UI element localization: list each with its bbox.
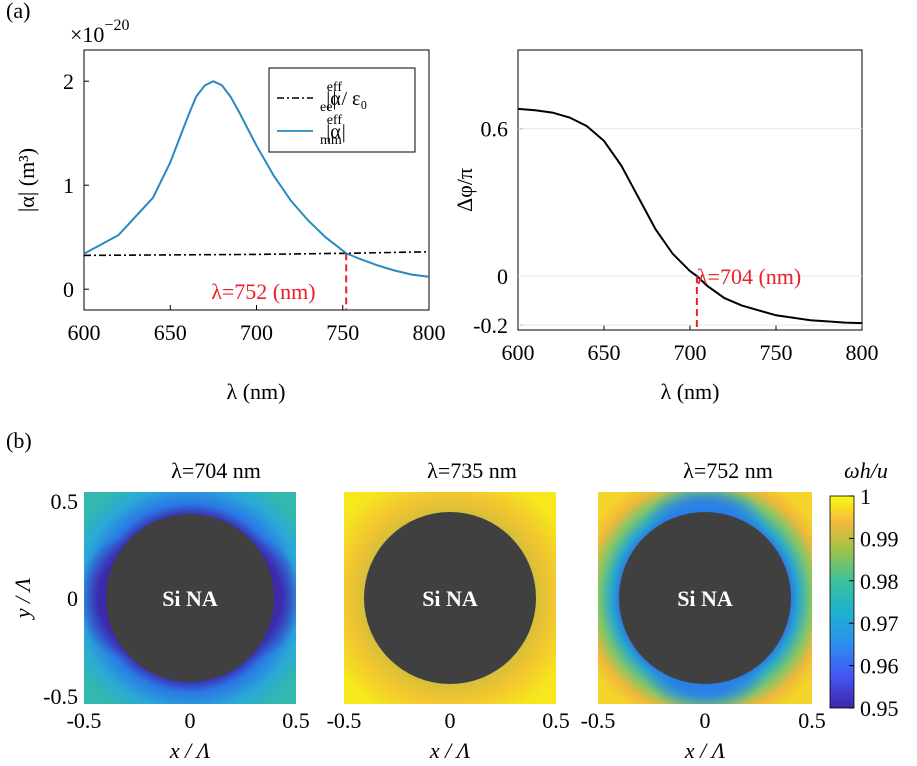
x-tick-label-2-4: 800: [846, 340, 879, 365]
heatmap-735: [344, 492, 556, 704]
heatmap-704: [84, 492, 296, 704]
x-tick-1-mid: 0: [185, 708, 196, 733]
colorbar-label: ωh/u: [844, 458, 888, 483]
x-tick-label-2-0: 600: [502, 340, 535, 365]
x-tick-label-1-0: 600: [68, 320, 101, 345]
x-axis-label-2: λ (nm): [661, 379, 720, 404]
y-tick-label-2-1: 0: [497, 264, 508, 289]
heatmap-title-735: λ=735 nm: [427, 458, 517, 483]
y-tick-label-2-2: 0.6: [481, 117, 509, 142]
colorbar-tick-label-2: 0.98: [860, 569, 899, 594]
colorbar-tick-label-1: 0.99: [860, 526, 899, 551]
x-tick-3-left: -0.5: [581, 708, 616, 733]
particle-label-752: Si NA: [677, 586, 733, 611]
x-tick-2-left: -0.5: [327, 708, 362, 733]
x-tick-3-right: 0.5: [798, 708, 826, 733]
series-lines-2: [517, 107, 863, 325]
series-line-1-1: [83, 80, 430, 278]
annotation-704: λ=704 (nm): [697, 264, 801, 289]
y-tick-top: 0.5: [51, 489, 79, 514]
particle-label-704: Si NA: [162, 586, 218, 611]
x-tick-label-1-3: 750: [326, 320, 359, 345]
series-line-2-0: [517, 107, 863, 325]
exponent-label: ×10−20: [70, 17, 129, 47]
si-particle-752: [619, 512, 791, 684]
y-tick-label-1-2: 2: [63, 69, 74, 94]
x-tick-label-1-2: 700: [240, 320, 273, 345]
heatmap-title-752: λ=752 nm: [683, 458, 773, 483]
x-tick-2-mid: 0: [445, 708, 456, 733]
si-particle-704: [106, 514, 274, 682]
x-tick-label-2-3: 750: [760, 340, 793, 365]
legend-entry-ee: |αeff ee| / ε₀: [320, 80, 367, 115]
heatmap-x-label-2: x / Λ: [429, 738, 471, 763]
colorbar-tick-label-0: 1: [860, 484, 871, 509]
y-axis-label-2: Δφ/π: [452, 168, 477, 212]
x-tick-label-2-1: 650: [588, 340, 621, 365]
y-tick-mid: 0: [67, 586, 78, 611]
annotation-752: λ=752 (nm): [211, 279, 315, 304]
colorbar-ticks: 1 0.99 0.98 0.97 0.96 0.95: [849, 484, 899, 721]
y-tick-label-1-1: 1: [63, 173, 74, 198]
heatmap-x-label-3: x / Λ: [684, 738, 726, 763]
x-tick-3-mid: 0: [700, 708, 711, 733]
y-tick-label-1-0: 0: [63, 277, 74, 302]
colorbar: [829, 495, 855, 709]
series-line-1-0: [83, 251, 430, 257]
legend-entry-mm: |αeff mm|: [320, 113, 346, 148]
colorbar-tick-label-5: 0.95: [860, 696, 899, 721]
x-tick-label-1-4: 800: [413, 320, 446, 345]
heatmap-title-704: λ=704 nm: [171, 458, 261, 483]
y-axis-label-1: |α| (m³): [14, 148, 39, 212]
legend: |αeff ee| / ε₀ |αeff mm|: [268, 67, 416, 153]
x-tick-label-1-1: 650: [154, 320, 187, 345]
heatmap-x-label-1: x / Λ: [169, 738, 211, 763]
legend-box: [268, 67, 416, 153]
panel-label-a: (a): [6, 0, 30, 23]
x-axis-label-1: λ (nm): [227, 379, 286, 404]
heatmap-y-label: y / Λ: [10, 577, 35, 620]
colorbar-tick-label-4: 0.96: [860, 654, 899, 679]
y-tick-bottom: -0.5: [43, 684, 78, 709]
tick-labels-1: 600 650 700 750 800 0 1 2: [63, 69, 446, 345]
chart-phase: 600 650 700 750 800-0.200.6 λ=704 (nm) Δφ/π …: [452, 49, 879, 404]
heatmap-panel: λ=704 nm λ=735 nm λ=752 nm Si NA Si NA S…: [10, 458, 899, 763]
plot-frame-2: [517, 49, 863, 331]
colorbar-tick-label-3: 0.97: [860, 611, 899, 636]
y-tick-label-2-0: -0.2: [473, 313, 508, 338]
x-tick-label-2-2: 700: [674, 340, 707, 365]
particle-label-735: Si NA: [422, 586, 478, 611]
panel-label-b: (b): [6, 428, 32, 453]
tick-labels-2: 600 650 700 750 800 -0.2 0 0.6: [473, 117, 878, 365]
x-tick-2-right: 0.5: [542, 708, 570, 733]
x-tick-1-left: -0.5: [67, 708, 102, 733]
chart-polarizability: ×10−20 600 650 700 750 800 0 1 2 λ=752 (nm) |α|…: [14, 17, 446, 404]
heatmap-752: [598, 492, 812, 704]
x-tick-1-right: 0.5: [282, 708, 310, 733]
si-particle-735: [364, 512, 536, 684]
series-lines-1: [83, 80, 430, 278]
